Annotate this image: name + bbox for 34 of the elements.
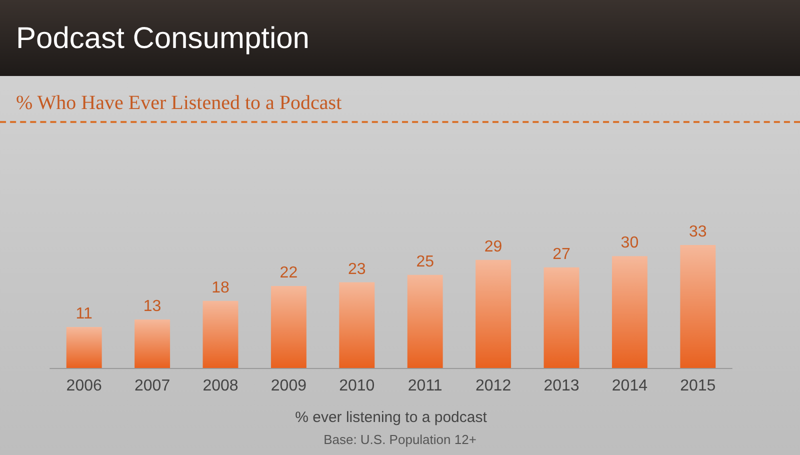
bar: [202, 300, 238, 368]
x-tick-label: 2014: [612, 378, 648, 394]
data-label: 13: [143, 298, 162, 316]
data-label: 25: [416, 253, 434, 270]
bar: [270, 286, 306, 368]
bar: [339, 282, 375, 368]
x-axis-title: % ever listening to a podcast: [295, 409, 488, 426]
x-tick-label: 2011: [408, 378, 442, 394]
data-label: 27: [552, 246, 570, 263]
x-tick-label: 2006: [66, 378, 102, 394]
bar: [544, 267, 580, 368]
x-tick-label: 2013: [544, 378, 580, 394]
data-label: 29: [484, 238, 502, 256]
x-tick-label: 2015: [680, 378, 716, 394]
data-label: 30: [620, 234, 639, 252]
bar: [407, 274, 443, 368]
data-label: 33: [689, 224, 707, 240]
x-tick-label: 2007: [134, 378, 170, 394]
data-label: 22: [280, 264, 298, 282]
bar: [612, 256, 648, 368]
bar: [476, 260, 512, 368]
bar: [134, 320, 170, 368]
bar: [680, 245, 716, 368]
chart-subtitle: % Who Have Ever Listened to a Podcast: [16, 92, 342, 115]
x-tick-label: 2010: [339, 378, 375, 394]
x-tick-label: 2012: [476, 378, 512, 394]
chart-title: Podcast Consumption: [16, 22, 310, 56]
data-label: 23: [348, 260, 366, 278]
x-tick-label: 2009: [270, 378, 307, 394]
text: Base: U.S. Population 12+: [322, 432, 478, 447]
bar: [66, 327, 102, 368]
data-label: 11: [76, 306, 93, 322]
data-label: 18: [212, 279, 230, 296]
x-tick-label: 2008: [202, 378, 238, 394]
